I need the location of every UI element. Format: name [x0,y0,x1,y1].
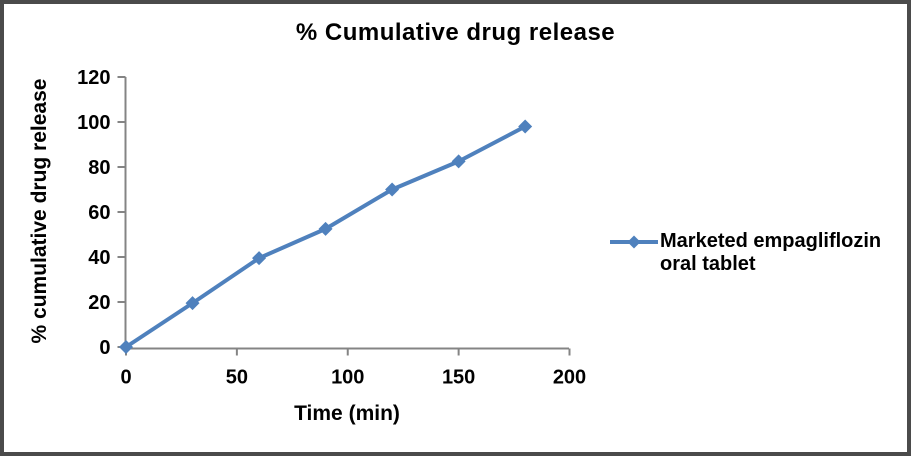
legend-diamond-icon [627,235,641,249]
x-tick-label: 50 [226,367,248,389]
series-point-marker [185,296,200,311]
y-tick-label: 60 [88,202,110,224]
series-point-marker [518,119,533,134]
y-tick-label: 40 [88,247,110,269]
series-point-marker [252,251,267,266]
y-tick-label: 0 [99,337,110,359]
legend-series-marker-icon [610,235,658,249]
x-tick-label: 150 [442,367,475,389]
plot-area: 0 20 40 60 80 100 120 0 50 100 150 200 [77,67,586,389]
y-tick-label: 120 [77,67,110,89]
y-tick-label: 80 [88,157,110,179]
y-tick-label: 100 [77,112,110,134]
legend: Marketed empagliflozin oral tablet [610,230,898,276]
x-tick-label: 0 [120,367,131,389]
legend-series-label: Marketed empagliflozin oral tablet [660,230,882,275]
series-point-marker [119,340,133,354]
chart-title: % Cumulative drug release [295,19,616,46]
series-point-marker [385,182,400,197]
series-point-marker [451,154,466,169]
x-tick-label: 200 [553,367,586,389]
y-tick-label: 20 [88,292,110,314]
x-tick-label: 100 [331,367,364,389]
series-line [124,124,528,349]
x-axis-title: Time (min) [294,402,400,425]
series-point-marker [318,221,333,236]
